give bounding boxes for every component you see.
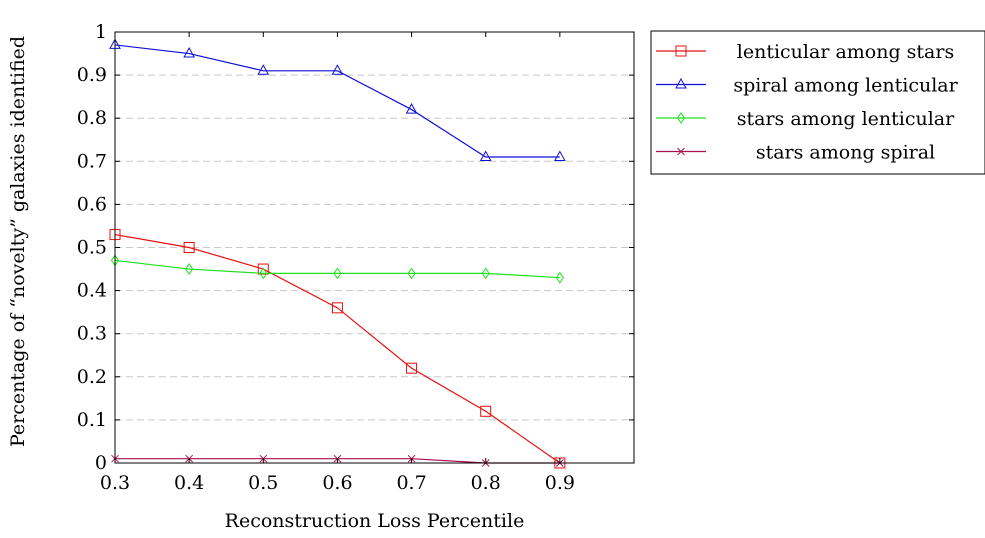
- series-line: [114, 233, 561, 464]
- y-tick-label: 0.2: [77, 366, 107, 388]
- triangle-marker: [479, 150, 492, 161]
- diamond-marker: [333, 267, 342, 280]
- legend-box: [650, 30, 985, 175]
- x-tick-label: 0.9: [545, 472, 575, 494]
- cross-stroke: [677, 147, 685, 156]
- y-tick-label: 0.1: [77, 409, 107, 431]
- y-tick-label: 1: [95, 21, 107, 43]
- y-tick-label: 0.8: [77, 107, 107, 129]
- triangle-marker: [183, 47, 195, 58]
- legend-label: spiral among lenticular: [733, 75, 958, 97]
- y-tick-label: 0: [95, 452, 107, 474]
- series-layer: [109, 38, 566, 469]
- legend-label: stars among spiral: [756, 142, 935, 164]
- x-tick-label: 0.6: [322, 472, 352, 494]
- diamond-marker: [259, 267, 268, 280]
- triangle-marker: [331, 64, 344, 75]
- triangle-marker: [257, 64, 270, 75]
- diamond-marker: [676, 112, 686, 124]
- square-marker: [480, 405, 492, 417]
- axis-ticks: 0 0.1 0.2 0.3 0.4 0.5 0.6 0.7 0.8 0.9 1 0.3 0.4 0.5 0.…: [77, 21, 634, 494]
- series-spiral-among-lenticular: [109, 38, 566, 161]
- legend-label: stars among lenticular: [737, 108, 955, 130]
- y-tick-label: 0.6: [77, 193, 107, 215]
- legend-entry: stars among spiral: [656, 142, 935, 164]
- x-tick-label: 0.3: [100, 472, 130, 494]
- x-tick-label: 0.7: [396, 472, 426, 494]
- square-marker: [183, 242, 195, 253]
- y-tick-label: 0.7: [77, 150, 107, 172]
- series-lenticular-among-stars: [109, 229, 566, 469]
- legend-label: lenticular among stars: [737, 41, 954, 63]
- triangle-marker: [554, 150, 566, 161]
- x-tick-label: 0.5: [248, 472, 278, 494]
- x-tick-label: 0.8: [471, 472, 501, 494]
- legend-entry: lenticular among stars: [656, 41, 954, 63]
- series-line: [114, 259, 560, 279]
- series-stars-among-lenticular: [110, 254, 564, 284]
- diamond-marker: [555, 271, 564, 284]
- legend-entry: stars among lenticular: [656, 108, 955, 130]
- diamond-marker: [407, 267, 416, 280]
- legend: lenticular among stars spiral among lenti…: [650, 30, 985, 175]
- triangle-marker: [675, 77, 687, 89]
- y-tick-label: 0.4: [77, 280, 107, 302]
- x-tick-label: 0.4: [174, 472, 204, 494]
- legend-entry: spiral among lenticular: [656, 75, 959, 97]
- diamond-marker: [185, 263, 194, 275]
- triangle-marker: [405, 103, 418, 114]
- x-axis-label: Reconstruction Loss Percentile: [225, 510, 525, 532]
- square-marker: [675, 45, 687, 57]
- y-tick-label: 0.9: [77, 64, 107, 86]
- y-axis-label: Percentage of “novelty” galaxies identif…: [7, 36, 29, 447]
- grid-lines: [115, 74, 634, 421]
- series-line: [114, 44, 560, 158]
- square-marker: [257, 263, 269, 275]
- cross-marker: [677, 147, 685, 156]
- y-tick-label: 0.3: [77, 323, 107, 345]
- diamond-marker: [481, 267, 490, 280]
- square-marker: [331, 302, 343, 314]
- square-marker: [406, 362, 418, 374]
- y-tick-label: 0.5: [77, 237, 107, 259]
